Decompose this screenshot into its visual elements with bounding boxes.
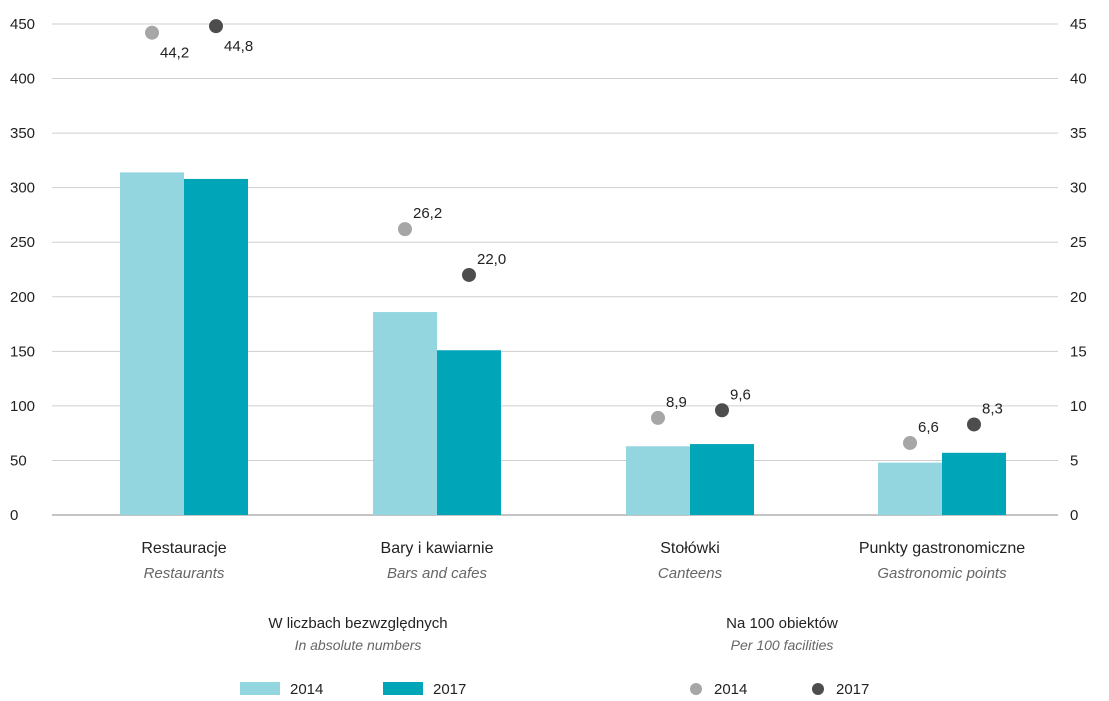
legend-swatch-bar-2014 <box>240 682 280 695</box>
left-tick-label: 300 <box>10 180 35 197</box>
data-label-2014-1: 26,2 <box>413 205 442 222</box>
bar-2017-2 <box>690 444 754 515</box>
bar-2017-0 <box>184 178 248 515</box>
legend: W liczbach bezwzględnych In absolute num… <box>240 615 869 698</box>
category-label: Stołówki <box>660 540 720 557</box>
legend-bars-subtitle: In absolute numbers <box>295 637 422 653</box>
point-2014-3 <box>903 435 917 450</box>
left-tick-label: 50 <box>10 452 27 469</box>
right-axis-ticks: 0 5 10 15 20 25 30 35 40 45 <box>1070 16 1087 524</box>
right-tick-label: 25 <box>1070 234 1087 251</box>
left-tick-label: 350 <box>10 125 35 142</box>
left-tick-label: 100 <box>10 398 35 415</box>
category-labels: Restauracje Restaurants Bary i kawiarnie Ba… <box>141 540 1025 582</box>
legend-label-bar-2014: 2014 <box>290 681 323 698</box>
data-label-2017-1: 22,0 <box>477 251 506 268</box>
left-tick-label: 450 <box>10 16 35 33</box>
data-label-2014-3: 6,6 <box>918 419 939 436</box>
right-tick-label: 40 <box>1070 71 1087 88</box>
left-tick-label: 400 <box>10 71 35 88</box>
category-label-en: Gastronomic points <box>877 565 1007 582</box>
data-label-2017-3: 8,3 <box>982 400 1003 417</box>
data-label-2014-0: 44,2 <box>160 45 189 62</box>
legend-marker-point-2014 <box>690 683 702 695</box>
category-label: Bary i kawiarnie <box>381 540 494 557</box>
left-tick-label: 150 <box>10 343 35 360</box>
category-label-en: Canteens <box>658 565 723 582</box>
data-label-2017-0: 44,8 <box>224 38 253 55</box>
legend-label-point-2017: 2017 <box>836 681 869 698</box>
category-label-en: Restaurants <box>144 565 225 582</box>
data-label-2017-2: 9,6 <box>730 386 751 403</box>
bar-2014-3 <box>878 462 942 515</box>
left-tick-label: 250 <box>10 234 35 251</box>
bar-2014-1 <box>373 312 437 515</box>
point-2017-3 <box>967 417 981 432</box>
legend-points-subtitle: Per 100 facilities <box>731 637 834 653</box>
legend-label-bar-2017: 2017 <box>433 681 466 698</box>
category-label-en: Bars and cafes <box>387 565 488 582</box>
left-tick-label: 200 <box>10 289 35 306</box>
point-2017-0 <box>209 19 223 34</box>
category-label: Punkty gastronomiczne <box>859 540 1025 557</box>
legend-bars-title: W liczbach bezwzględnych <box>268 615 447 632</box>
right-tick-label: 35 <box>1070 125 1087 142</box>
left-tick-label: 0 <box>10 507 18 524</box>
bar-2014-2 <box>626 446 690 515</box>
point-2014-2 <box>651 410 665 425</box>
point-2014-0 <box>145 25 159 40</box>
data-label-2014-2: 8,9 <box>666 394 687 411</box>
legend-points-title: Na 100 obiektów <box>726 615 838 632</box>
right-tick-label: 10 <box>1070 398 1087 415</box>
bars <box>120 172 1006 515</box>
points: 44,2 26,2 8,9 6,6 44,8 22,0 9,6 8,3 <box>145 19 1003 450</box>
point-2014-1 <box>398 222 412 237</box>
right-tick-label: 15 <box>1070 343 1087 360</box>
legend-swatch-bar-2017 <box>383 682 423 695</box>
right-tick-label: 5 <box>1070 452 1078 469</box>
legend-marker-point-2017 <box>812 683 824 695</box>
legend-label-point-2014: 2014 <box>714 681 747 698</box>
right-tick-label: 20 <box>1070 289 1087 306</box>
bar-2017-1 <box>437 350 501 515</box>
point-2017-2 <box>715 403 729 418</box>
left-axis-ticks: 0 50 100 150 200 250 300 350 400 450 <box>10 16 35 524</box>
right-tick-label: 30 <box>1070 180 1087 197</box>
point-2017-1 <box>462 267 476 282</box>
category-label: Restauracje <box>141 540 226 557</box>
bar-2017-3 <box>942 452 1006 515</box>
bar-2014-0 <box>120 172 184 515</box>
right-tick-label: 0 <box>1070 507 1078 524</box>
right-tick-label: 45 <box>1070 16 1087 33</box>
